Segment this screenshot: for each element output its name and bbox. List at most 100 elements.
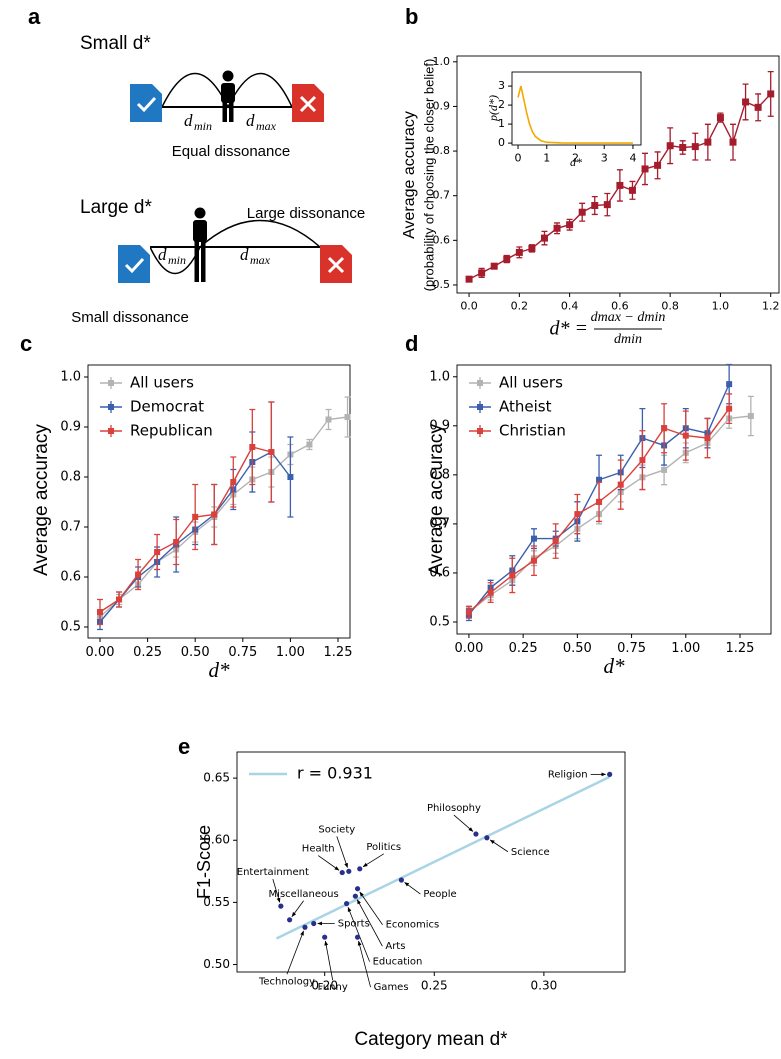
marker (540, 234, 548, 242)
marker (96, 609, 103, 615)
label-arrow (336, 836, 348, 868)
y-axis-label: Average accuracy (426, 424, 447, 576)
x-tick-label: 2 (572, 152, 579, 165)
marker (742, 98, 750, 106)
marker (528, 244, 536, 252)
point-label: Philosophy (427, 803, 481, 814)
marker (603, 201, 611, 209)
y-tick-label: 0.55 (203, 895, 230, 909)
point-label: Health (302, 844, 335, 855)
var-subscript: max (256, 119, 277, 133)
y-tick-label: 3 (498, 79, 505, 92)
marker (704, 138, 712, 146)
point-label: Miscellaneous (269, 889, 339, 900)
legend-label: All users (130, 374, 194, 392)
inset-y-label: p(d*) (486, 95, 500, 122)
marker (173, 539, 180, 545)
y-tick-label: 0.8 (429, 467, 450, 482)
caption: Equal dissonance (172, 143, 290, 160)
legend-marker (108, 380, 114, 386)
marker (487, 589, 494, 596)
marker (747, 413, 754, 420)
marker (325, 416, 332, 423)
marker (767, 90, 775, 98)
y-tick-label: 1 (498, 117, 505, 130)
series-line (99, 416, 348, 618)
plot-frame (87, 364, 351, 639)
x-tick-label: 0.00 (454, 641, 483, 656)
x-tick-label: 0.50 (181, 645, 210, 660)
series-line (99, 446, 272, 613)
x-axis-label: Category mean d* (354, 1029, 508, 1050)
y-tick-label: 0.7 (429, 516, 450, 531)
marker (211, 511, 218, 518)
label-arrow (362, 853, 384, 868)
marker (116, 596, 123, 603)
legend-label: r = 0.931 (297, 764, 373, 783)
point-label: Arts (385, 941, 405, 952)
point (352, 893, 358, 899)
x-tick-label: 0.75 (228, 645, 257, 660)
panel-label: c (20, 331, 32, 356)
caption: Large dissonance (247, 205, 365, 222)
y-axis-label: Average accuracy (401, 111, 418, 239)
legend-marker (108, 428, 114, 434)
label-arrow (489, 839, 509, 853)
y-tick-label: 1.0 (433, 55, 451, 68)
marker (596, 498, 603, 505)
x-tick-label: 1.25 (726, 641, 755, 656)
legend-label: All users (499, 374, 563, 392)
point (344, 901, 350, 907)
x-tick-label: 0.25 (421, 979, 448, 993)
y-tick-label: 0.9 (433, 99, 451, 112)
marker (578, 208, 586, 216)
marker (666, 142, 674, 150)
point (354, 934, 361, 940)
x-tick-label: 3 (601, 152, 608, 165)
y-tick-label: 0.7 (433, 189, 451, 202)
legend-marker (477, 404, 483, 410)
y-tick-label: 0.7 (60, 520, 81, 535)
series-line (468, 415, 751, 613)
x-tick-label: 1.25 (324, 645, 353, 660)
point (278, 903, 284, 909)
legend-label: Democrat (130, 398, 204, 416)
marker (639, 457, 646, 464)
point (322, 934, 328, 940)
var-symbol: d (246, 111, 255, 130)
point-label: Politics (366, 842, 401, 853)
marker (628, 186, 636, 194)
x-tick-label: 1 (543, 152, 550, 165)
y-tick-label: 1.0 (60, 370, 81, 385)
marker (691, 143, 699, 151)
marker (641, 165, 649, 173)
inset-x-label: d* (570, 155, 582, 169)
marker (344, 414, 351, 420)
y-tick-label: 0.9 (429, 418, 450, 433)
fit-line (275, 775, 611, 940)
point (311, 920, 317, 927)
marker (654, 161, 662, 169)
marker (716, 114, 724, 122)
point (484, 835, 490, 841)
y-tick-label: 0.6 (60, 570, 81, 585)
y-axis-label: F1-Score (194, 825, 214, 899)
var-symbol: d (158, 245, 167, 264)
y-tick-label: 0.50 (203, 957, 230, 971)
label-arrow (324, 940, 334, 981)
var-subscript: min (194, 119, 212, 133)
x-tick-label: 0.0 (460, 300, 478, 313)
panel-label: b (405, 4, 418, 29)
marker (754, 103, 762, 111)
diagram-title: Small d* (80, 33, 151, 54)
x-tick-label: 0.6 (611, 300, 629, 313)
point-label: Economics (386, 920, 440, 931)
var-subscript: max (250, 253, 271, 267)
point-label: Technology (258, 976, 315, 987)
x-tick-label: 0.4 (561, 300, 579, 313)
x-tick-label: 1.0 (712, 300, 730, 313)
marker (192, 514, 199, 520)
x-tick-label: 0.75 (617, 641, 646, 656)
marker (249, 444, 256, 450)
